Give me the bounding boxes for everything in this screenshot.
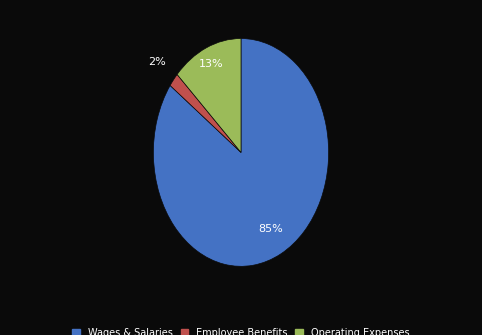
Text: 13%: 13% [199,59,224,69]
Text: 2%: 2% [148,57,165,67]
Wedge shape [153,39,329,266]
Wedge shape [177,39,241,152]
Legend: Wages & Salaries, Employee Benefits, Operating Expenses: Wages & Salaries, Employee Benefits, Ope… [69,325,413,335]
Text: 85%: 85% [258,223,283,233]
Wedge shape [170,74,241,152]
